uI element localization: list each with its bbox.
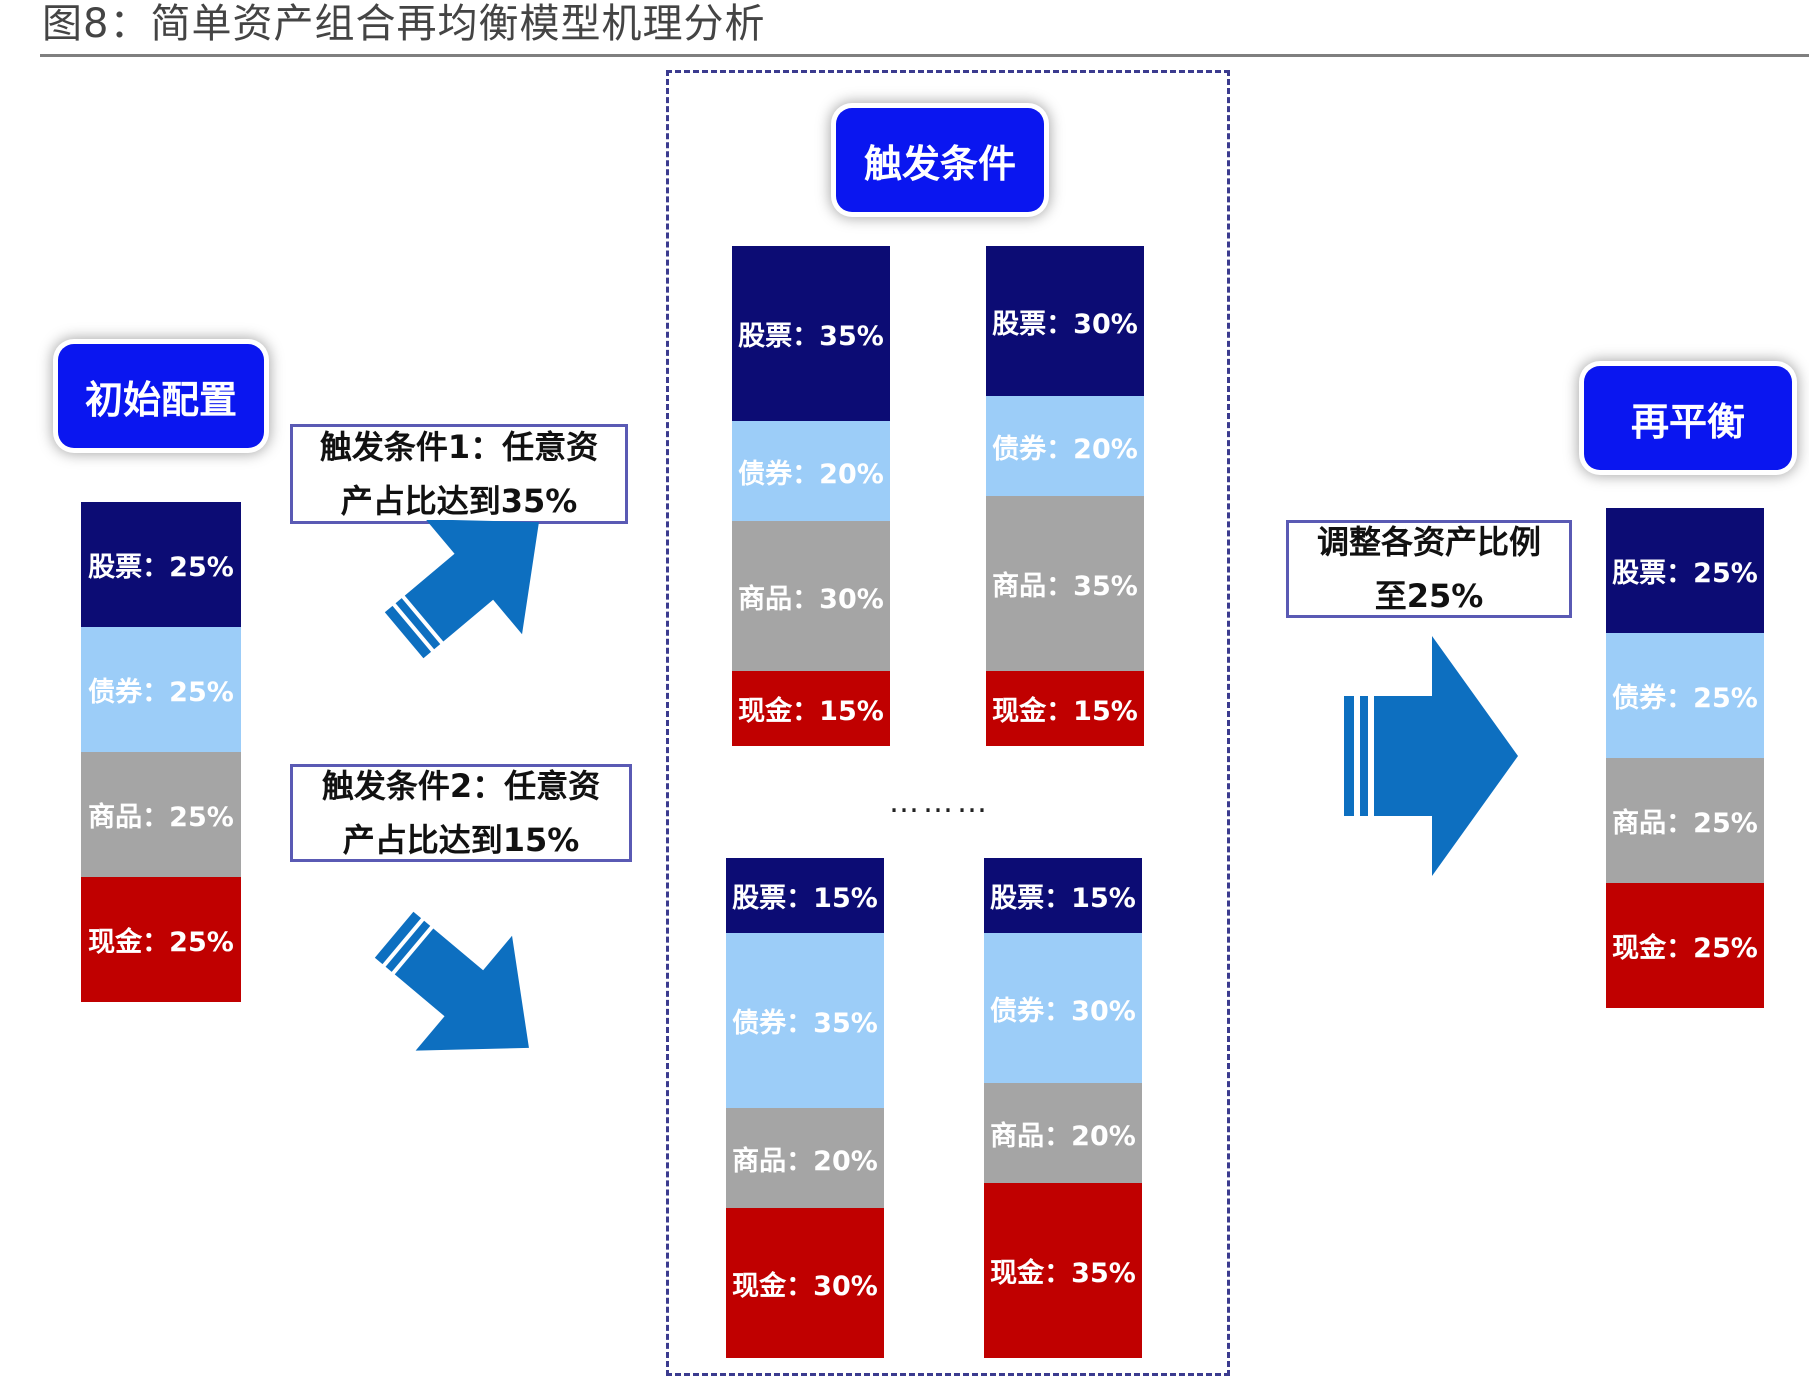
- initial-allocation-badge: 初始配置: [58, 344, 264, 448]
- stock-segment: 股票：25%: [1606, 508, 1764, 633]
- cash-segment: 现金：30%: [726, 1208, 884, 1358]
- cash-segment: 现金：15%: [732, 671, 890, 746]
- commodity-segment: 商品：30%: [732, 521, 890, 671]
- scenario-d-allocation-stack: 股票：15% 债券：30% 商品：20% 现金：35%: [984, 858, 1142, 1358]
- initial-allocation-stack: 股票：25% 债券：25% 商品：25% 现金：25%: [81, 502, 241, 1002]
- bond-segment: 债券：25%: [81, 627, 241, 752]
- cash-segment: 现金：15%: [986, 671, 1144, 746]
- trigger-condition-1-note: 触发条件1：任意资 产占比达到35%: [290, 424, 628, 524]
- scenario-c-allocation-stack: 股票：15% 债券：35% 商品：20% 现金：30%: [726, 858, 884, 1358]
- trigger-condition-2-note: 触发条件2：任意资 产占比达到15%: [290, 764, 632, 862]
- adjust-proportions-note: 调整各资产比例 至25%: [1286, 520, 1572, 618]
- bond-segment: 债券：35%: [726, 933, 884, 1108]
- commodity-segment: 商品：20%: [726, 1108, 884, 1208]
- trigger-scenarios-frame: [666, 70, 1230, 1376]
- trigger-condition-2-line2: 产占比达到15%: [342, 821, 580, 859]
- cash-segment: 现金：25%: [1606, 883, 1764, 1008]
- bond-segment: 债券：20%: [986, 396, 1144, 496]
- scenario-b-allocation-stack: 股票：30% 债券：20% 商品：35% 现金：15%: [986, 246, 1144, 746]
- stock-segment: 股票：15%: [726, 858, 884, 933]
- title-rule: [40, 54, 1809, 57]
- adjust-proportions-line2: 至25%: [1374, 577, 1484, 615]
- stock-segment: 股票：25%: [81, 502, 241, 627]
- trigger-condition-1-line2: 产占比达到35%: [340, 482, 578, 520]
- figure-title: 图8：简单资产组合再均衡模型机理分析: [42, 1, 766, 47]
- more-scenarios-ellipsis: ………: [889, 785, 991, 820]
- right-arrow-icon: [1344, 636, 1518, 876]
- cash-segment: 现金：35%: [984, 1183, 1142, 1358]
- trigger-condition-2-line1: 触发条件2：任意资: [321, 767, 601, 805]
- stock-segment: 股票：35%: [732, 246, 890, 421]
- bond-segment: 债券：30%: [984, 933, 1142, 1083]
- stock-segment: 股票：15%: [984, 858, 1142, 933]
- bond-segment: 债券：20%: [732, 421, 890, 521]
- rebalanced-allocation-stack: 股票：25% 债券：25% 商品：25% 现金：25%: [1606, 508, 1764, 1008]
- trigger-condition-1-line1: 触发条件1：任意资: [319, 428, 599, 466]
- commodity-segment: 商品：25%: [81, 752, 241, 877]
- commodity-segment: 商品：25%: [1606, 758, 1764, 883]
- commodity-segment: 商品：35%: [986, 496, 1144, 671]
- adjust-proportions-line1: 调整各资产比例: [1316, 523, 1541, 561]
- rebalance-badge: 再平衡: [1584, 366, 1792, 470]
- scenario-a-allocation-stack: 股票：35% 债券：20% 商品：30% 现金：15%: [732, 246, 890, 746]
- up-right-arrow-icon: [384, 520, 539, 659]
- bond-segment: 债券：25%: [1606, 633, 1764, 758]
- trigger-condition-badge: 触发条件: [836, 108, 1044, 212]
- commodity-segment: 商品：20%: [984, 1083, 1142, 1183]
- stock-segment: 股票：30%: [986, 246, 1144, 396]
- cash-segment: 现金：25%: [81, 877, 241, 1002]
- down-right-arrow-icon: [374, 911, 529, 1051]
